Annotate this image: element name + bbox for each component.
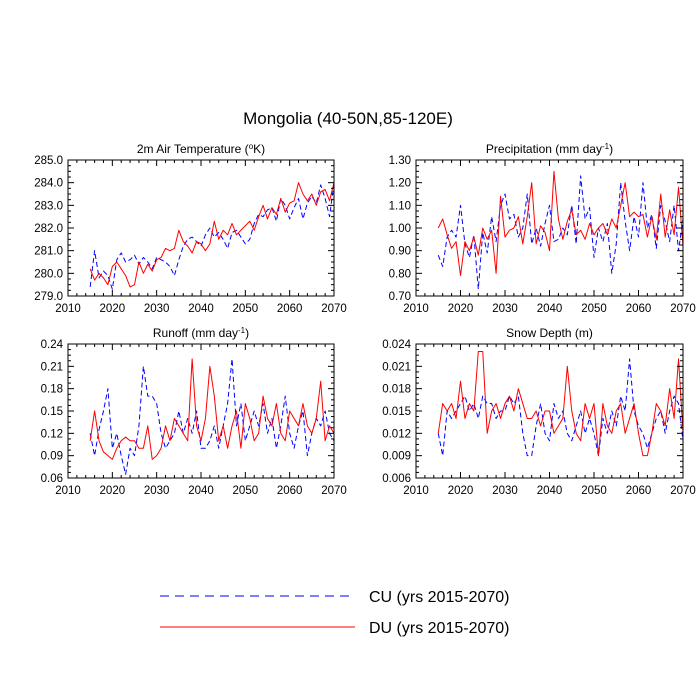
- xtick-label-2m-air-temperature: 2050: [233, 303, 259, 315]
- ytick-label-2m-air-temperature: 279.0: [34, 291, 63, 303]
- series-du-runoff: [89, 358, 334, 460]
- panel-title-2m-air-temperature: 2m Air Temperature (oK): [137, 142, 265, 157]
- ytick-label-2m-air-temperature: 284.0: [34, 178, 63, 190]
- panel-runoff: Runoff (mm day-1) 2010 2020 2030 2040 2050 206…: [41, 326, 347, 498]
- figure-title: Mongolia (40-50N,85-120E): [243, 109, 453, 128]
- panel-title-snow-depth: Snow Depth (m): [506, 326, 593, 340]
- ytick-label-2m-air-temperature: 285.0: [34, 155, 63, 167]
- ytick-label-2m-air-temperature: 281.0: [34, 246, 63, 258]
- xtick-label-precipitation: 2070: [670, 303, 696, 315]
- ytick-label-precipitation: 0.80: [389, 268, 411, 280]
- ytick-label-precipitation: 1.20: [389, 178, 411, 190]
- ytick-label-precipitation: 1.10: [389, 200, 411, 212]
- panel-title-runoff: Runoff (mm day-1): [153, 326, 249, 341]
- ytick-label-precipitation: 0.90: [389, 246, 411, 258]
- series-du-snow-depth: [437, 350, 683, 457]
- series-cu-snow-depth: [437, 358, 683, 457]
- ytick-label-precipitation: 1.00: [389, 223, 411, 235]
- xtick-label-snow-depth: 2050: [581, 485, 607, 497]
- xtick-label-snow-depth: 2070: [670, 485, 696, 497]
- ytick-label-snow-depth: 0.012: [382, 428, 411, 440]
- ytick-label-runoff: 0.09: [41, 451, 63, 463]
- plot-frame-2m-air-temperature: [67, 159, 335, 297]
- xtick-label-runoff: 2030: [144, 485, 170, 497]
- ytick-label-precipitation: 0.70: [389, 291, 411, 303]
- ytick-label-2m-air-temperature: 283.0: [34, 200, 63, 212]
- legend: CU (yrs 2015-2070) DU (yrs 2015-2070): [160, 589, 510, 637]
- xtick-label-precipitation: 2030: [492, 303, 518, 315]
- xtick-label-runoff: 2050: [233, 485, 259, 497]
- series-cu-precipitation: [437, 175, 683, 290]
- xtick-label-snow-depth: 2010: [403, 485, 429, 497]
- xtick-label-precipitation: 2040: [537, 303, 563, 315]
- ytick-label-snow-depth: 0.021: [382, 361, 411, 373]
- ytick-label-2m-air-temperature: 280.0: [34, 268, 63, 280]
- chart-panels: 2m Air Temperature (oK) 2010 2020 2030 2040 2…: [34, 142, 696, 498]
- ytick-label-runoff: 0.12: [41, 428, 63, 440]
- panel-snow-depth: Snow Depth (m) 2010 2020 2030 2040 2050 2060 20…: [382, 326, 696, 497]
- xtick-label-2m-air-temperature: 2060: [277, 303, 303, 315]
- xtick-label-precipitation: 2050: [581, 303, 607, 315]
- legend-label-du: DU (yrs 2015-2070): [369, 620, 510, 637]
- xtick-label-runoff: 2070: [321, 485, 347, 497]
- xtick-label-runoff: 2020: [100, 485, 126, 497]
- xtick-label-precipitation: 2010: [403, 303, 429, 315]
- ytick-label-runoff: 0.15: [41, 406, 63, 418]
- xtick-label-2m-air-temperature: 2010: [55, 303, 81, 315]
- panel-2m-air-temperature: 2m Air Temperature (oK) 2010 2020 2030 2040 2…: [34, 142, 347, 316]
- xtick-label-2m-air-temperature: 2020: [100, 303, 126, 315]
- xtick-label-runoff: 2040: [188, 485, 214, 497]
- series-cu-runoff: [89, 358, 334, 475]
- ytick-label-runoff: 0.24: [41, 339, 64, 351]
- xtick-label-runoff: 2060: [277, 485, 303, 497]
- xtick-label-snow-depth: 2030: [492, 485, 518, 497]
- xtick-label-precipitation: 2020: [448, 303, 474, 315]
- xtick-label-snow-depth: 2040: [537, 485, 563, 497]
- plot-frame-runoff: [67, 343, 335, 479]
- series-du-precipitation: [437, 170, 683, 277]
- ytick-label-snow-depth: 0.018: [382, 384, 411, 396]
- xtick-label-2m-air-temperature: 2040: [188, 303, 214, 315]
- series-du-2m-air-temperature: [89, 182, 334, 288]
- ytick-label-runoff: 0.21: [41, 361, 63, 373]
- xtick-label-2m-air-temperature: 2070: [321, 303, 347, 315]
- ytick-label-runoff: 0.06: [41, 473, 63, 485]
- xtick-label-runoff: 2010: [55, 485, 81, 497]
- ytick-label-snow-depth: 0.006: [382, 473, 411, 485]
- ytick-label-snow-depth: 0.024: [382, 339, 411, 351]
- panel-title-precipitation: Precipitation (mm day-1): [486, 142, 613, 157]
- ytick-label-snow-depth: 0.015: [382, 406, 411, 418]
- legend-label-cu: CU (yrs 2015-2070): [369, 589, 510, 606]
- xtick-label-2m-air-temperature: 2030: [144, 303, 170, 315]
- ytick-label-precipitation: 1.30: [389, 155, 411, 167]
- xtick-label-snow-depth: 2060: [626, 485, 652, 497]
- panel-precipitation: Precipitation (mm day-1) 2010 2020 2030 2040…: [389, 142, 696, 316]
- plot-frame-precipitation: [415, 159, 684, 297]
- xtick-label-snow-depth: 2020: [448, 485, 474, 497]
- ytick-label-snow-depth: 0.009: [382, 451, 411, 463]
- xtick-label-precipitation: 2060: [626, 303, 652, 315]
- ytick-label-2m-air-temperature: 282.0: [34, 223, 63, 235]
- series-cu-2m-air-temperature: [89, 182, 334, 290]
- ytick-label-runoff: 0.18: [41, 384, 63, 396]
